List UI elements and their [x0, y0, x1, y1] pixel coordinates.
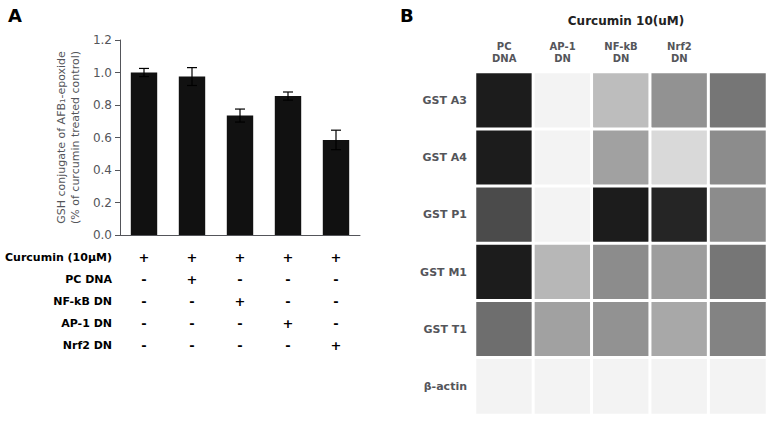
svg-text:GST M1: GST M1: [420, 266, 467, 279]
svg-text:+: +: [187, 272, 198, 287]
svg-text:+: +: [235, 250, 246, 265]
svg-text:-: -: [141, 338, 146, 353]
svg-text:+: +: [187, 250, 198, 265]
svg-text:-: -: [285, 272, 290, 287]
svg-text:DN: DN: [554, 53, 571, 64]
svg-text:PC: PC: [497, 41, 512, 52]
svg-text:+: +: [235, 294, 246, 309]
svg-text:AP-1: AP-1: [550, 41, 576, 52]
svg-text:NF-kB DN: NF-kB DN: [53, 295, 112, 308]
svg-text:-: -: [285, 338, 290, 353]
svg-text:-: -: [333, 272, 338, 287]
svg-text:+: +: [331, 250, 342, 265]
svg-text:DNA: DNA: [492, 53, 517, 64]
svg-text:GST A4: GST A4: [423, 151, 468, 164]
svg-text:(% of curcumin treated control: (% of curcumin treated control): [69, 51, 82, 224]
svg-text:Curcumin (10μM): Curcumin (10μM): [5, 251, 112, 264]
svg-text:-: -: [141, 294, 146, 309]
svg-text:B: B: [400, 5, 414, 26]
svg-text:NF-kB: NF-kB: [604, 41, 637, 52]
svg-text:-: -: [189, 294, 194, 309]
svg-text:0.2: 0.2: [93, 196, 112, 210]
svg-text:PC DNA: PC DNA: [65, 273, 112, 286]
svg-text:-: -: [285, 294, 290, 309]
svg-text:0.4: 0.4: [93, 163, 112, 177]
svg-text:1.2: 1.2: [93, 33, 112, 47]
svg-text:1.0: 1.0: [93, 66, 112, 80]
svg-text:-: -: [141, 316, 146, 331]
svg-text:GSH conjugate of AFB₁-epoxide: GSH conjugate of AFB₁-epoxide: [55, 51, 68, 224]
svg-text:Curcumin 10(uM): Curcumin 10(uM): [568, 14, 684, 28]
svg-text:DN: DN: [671, 53, 688, 64]
svg-text:+: +: [331, 338, 342, 353]
svg-text:0.6: 0.6: [93, 131, 112, 145]
svg-text:A: A: [8, 5, 22, 26]
svg-text:+: +: [283, 250, 294, 265]
svg-text:-: -: [189, 338, 194, 353]
svg-text:β-actin: β-actin: [424, 380, 467, 393]
svg-text:Nrf2 DN: Nrf2 DN: [63, 339, 112, 352]
svg-text:Nrf2: Nrf2: [667, 41, 692, 52]
svg-text:0.0: 0.0: [93, 228, 112, 242]
svg-text:GST P1: GST P1: [423, 208, 467, 221]
svg-text:-: -: [237, 272, 242, 287]
svg-text:+: +: [139, 250, 150, 265]
svg-text:GST A3: GST A3: [423, 94, 467, 107]
svg-text:-: -: [237, 316, 242, 331]
svg-text:-: -: [333, 294, 338, 309]
svg-text:+: +: [283, 316, 294, 331]
svg-text:-: -: [237, 338, 242, 353]
svg-text:-: -: [141, 272, 146, 287]
svg-text:DN: DN: [613, 53, 630, 64]
svg-text:-: -: [189, 316, 194, 331]
svg-text:AP-1 DN: AP-1 DN: [61, 317, 112, 330]
svg-text:GST T1: GST T1: [424, 323, 467, 336]
svg-text:-: -: [333, 316, 338, 331]
svg-text:0.8: 0.8: [93, 98, 112, 112]
